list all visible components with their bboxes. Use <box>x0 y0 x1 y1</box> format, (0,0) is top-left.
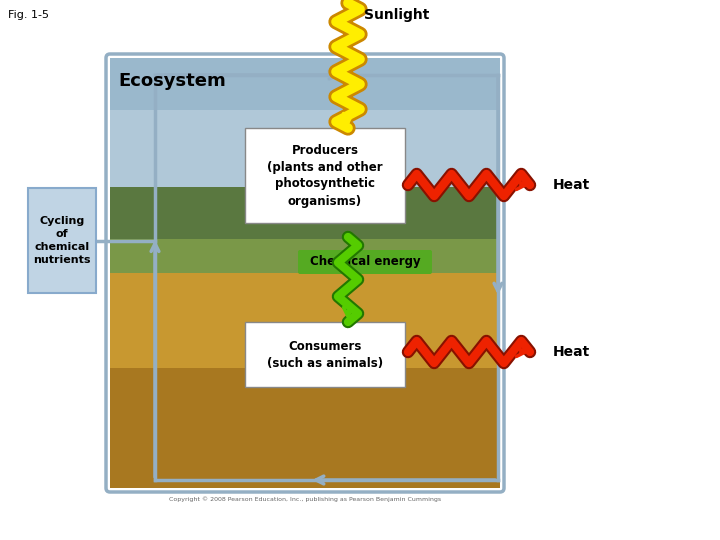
Text: Cycling
of
chemical
nutrients: Cycling of chemical nutrients <box>33 215 91 265</box>
FancyBboxPatch shape <box>298 250 432 274</box>
Text: Consumers
(such as animals): Consumers (such as animals) <box>267 340 383 369</box>
Text: Chemical energy: Chemical energy <box>310 255 420 268</box>
Bar <box>110 368 500 488</box>
Text: Copyright © 2008 Pearson Education, Inc., publishing as Pearson Benjamin Cumming: Copyright © 2008 Pearson Education, Inc.… <box>169 496 441 502</box>
Bar <box>110 110 500 204</box>
Text: Heat: Heat <box>553 345 590 359</box>
Text: Sunlight: Sunlight <box>364 8 429 22</box>
Text: Ecosystem: Ecosystem <box>118 72 226 90</box>
Bar <box>110 187 500 281</box>
Text: Heat: Heat <box>553 178 590 192</box>
Bar <box>110 273 500 381</box>
Text: Fig. 1-5: Fig. 1-5 <box>8 10 49 20</box>
FancyBboxPatch shape <box>245 128 405 223</box>
FancyBboxPatch shape <box>28 188 96 293</box>
Bar <box>110 239 500 281</box>
Bar <box>110 58 500 221</box>
Text: Producers
(plants and other
photosynthetic
organisms): Producers (plants and other photosynthet… <box>267 144 383 207</box>
FancyBboxPatch shape <box>245 322 405 387</box>
